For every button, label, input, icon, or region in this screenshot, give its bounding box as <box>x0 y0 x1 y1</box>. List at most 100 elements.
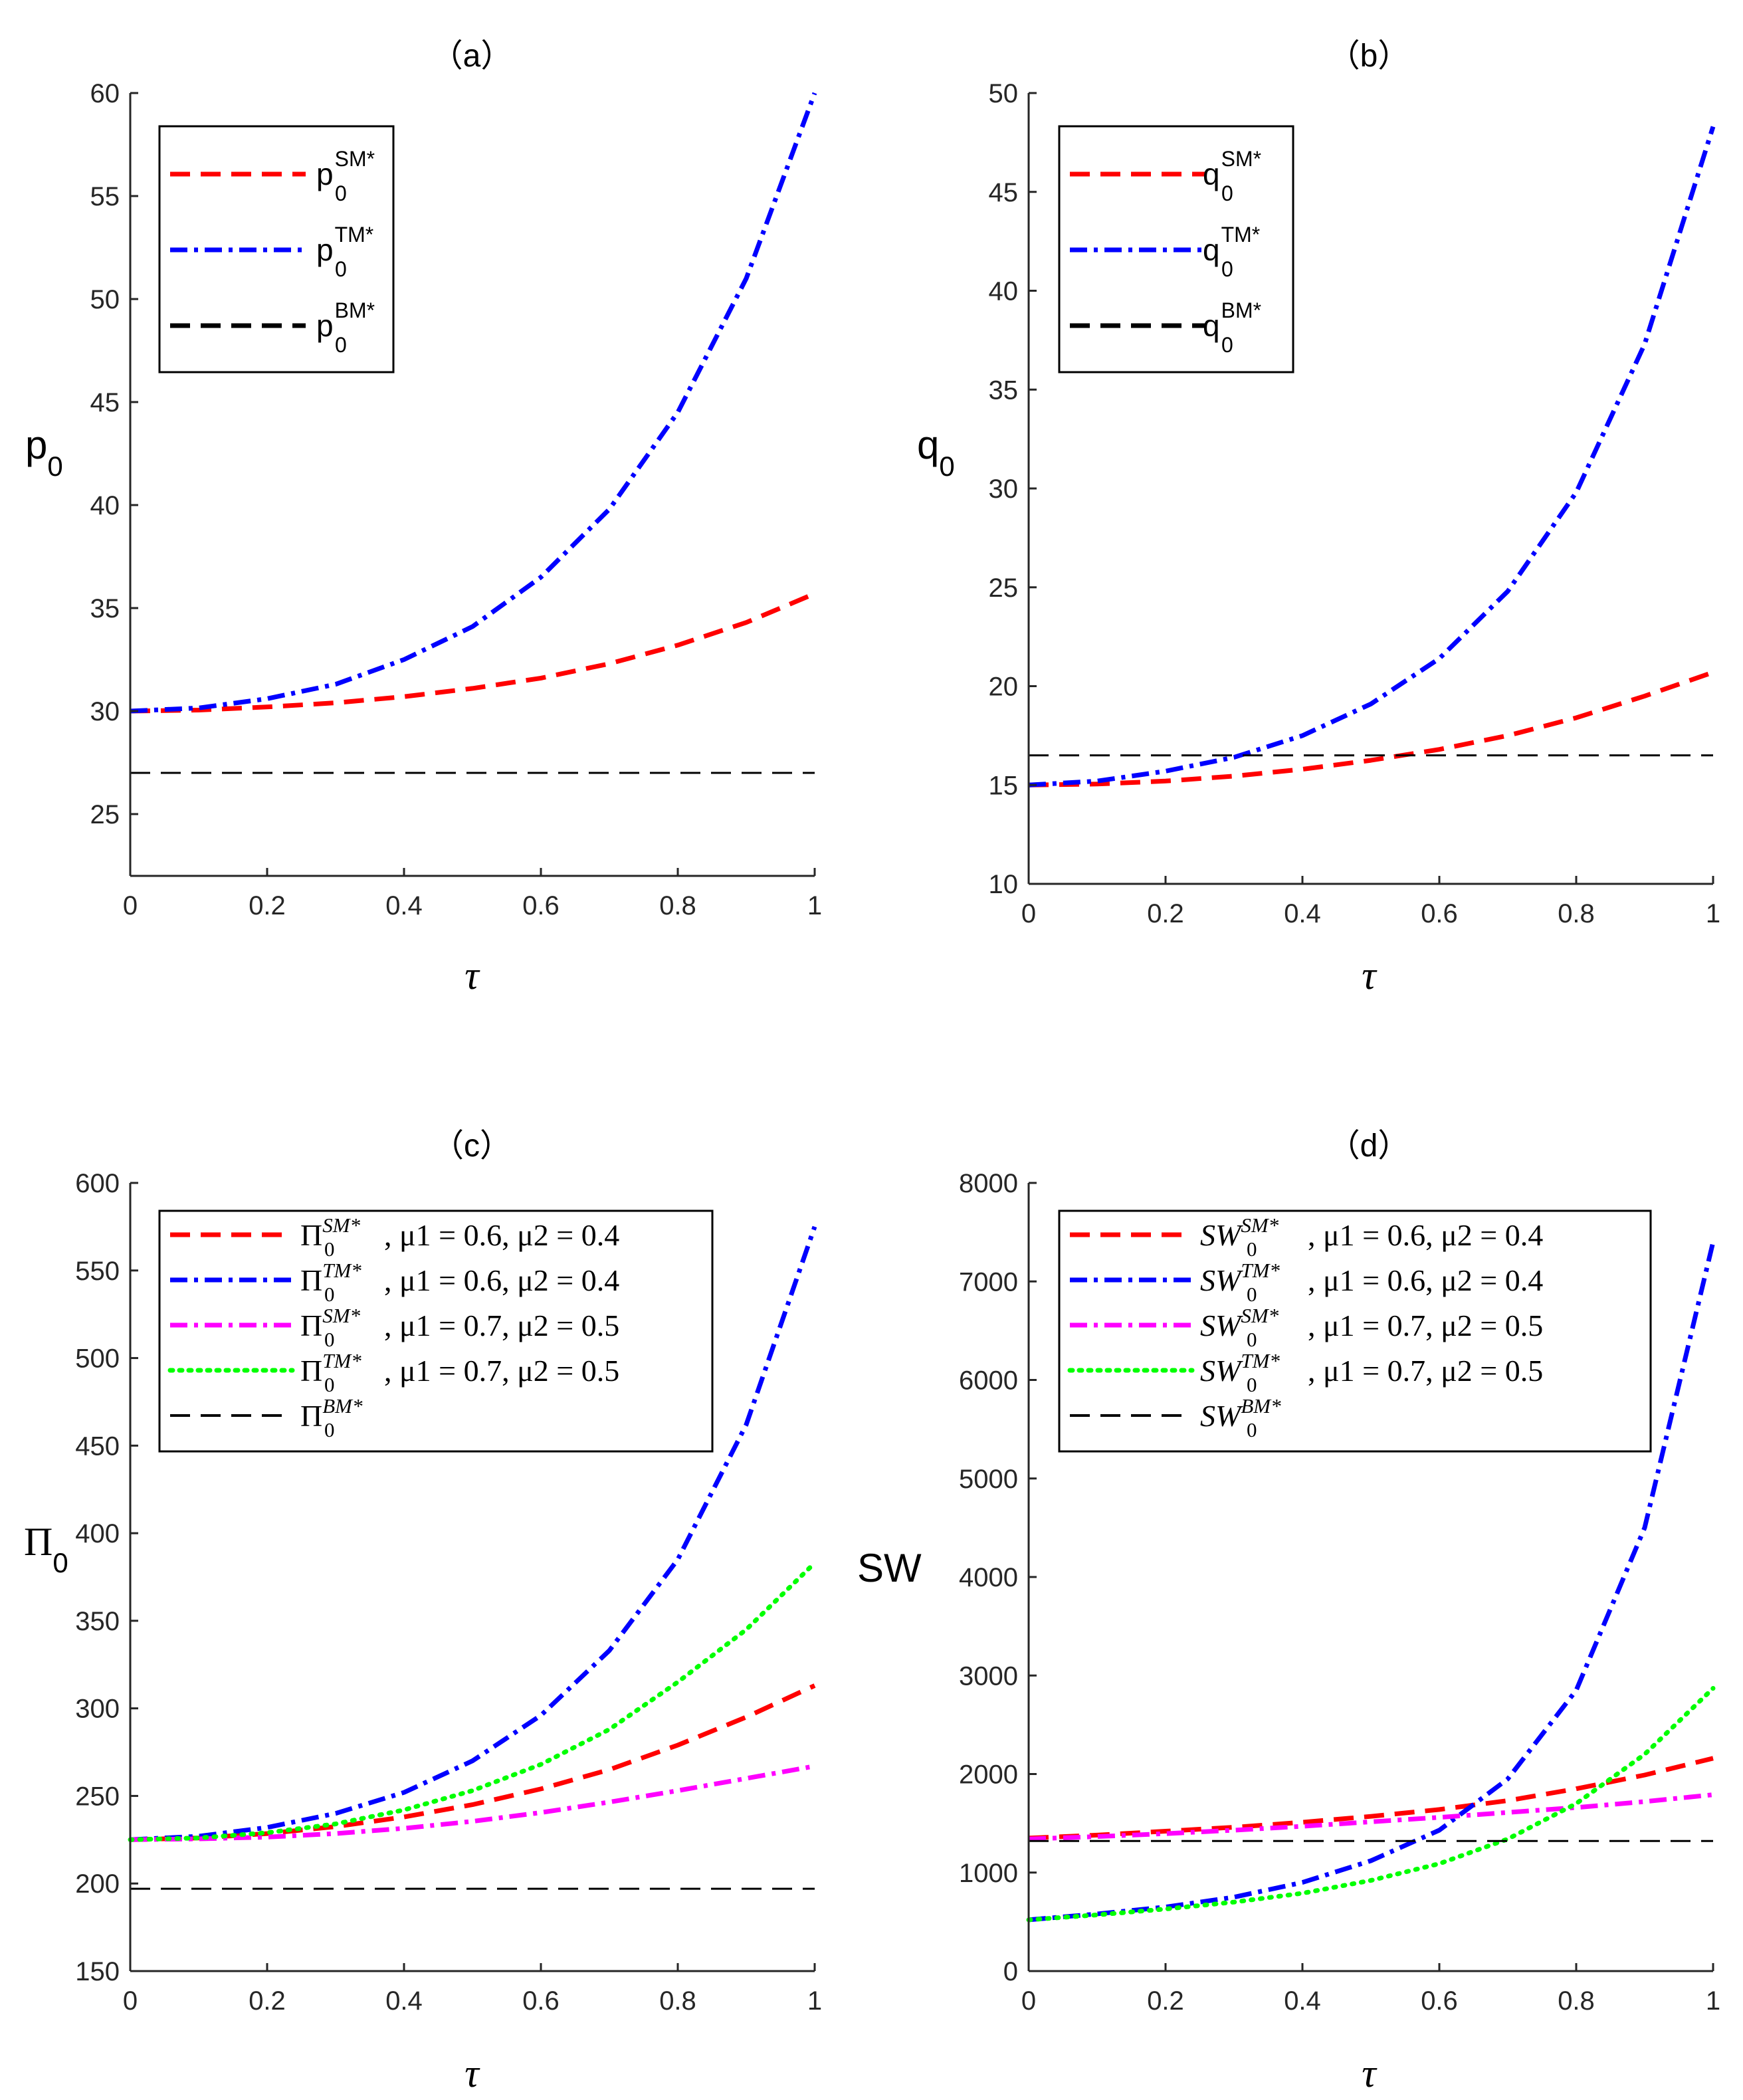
legend-base: p <box>316 308 334 343</box>
panel-b-y-tick-label: 10 <box>989 870 1019 899</box>
panel-c-legend-label-3: ΠSM* 0 , μ1 = 0.7, μ2 = 0.5 <box>300 1304 619 1351</box>
panel-b-x-tick-label: 0.4 <box>1284 899 1321 928</box>
legend-sub: 0 <box>324 1373 335 1396</box>
panel-d-y-tick-label: 7000 <box>959 1267 1018 1297</box>
panel-d-legend-label-5: SWBM* 0 <box>1200 1394 1281 1441</box>
panel-a-x-tick-label: 0.2 <box>249 891 286 920</box>
panel-c-y-tick-label: 250 <box>75 1782 120 1811</box>
legend-sup: TM* <box>335 223 374 247</box>
legend-sub: 0 <box>1247 1418 1257 1441</box>
legend-base: SW <box>1200 1218 1243 1252</box>
legend-sup: TM* <box>322 1259 361 1282</box>
panel-d-x-tick-label: 1 <box>1706 1986 1720 2016</box>
panel-b-series-1 <box>1028 670 1714 788</box>
panel-a: （a） p0 τ 0 0.2 0.4 0.6 0.8 12530354045505560 … <box>25 39 822 998</box>
panel-d-legend-label-3: SWSM* 0 , μ1 = 0.7, μ2 = 0.5 <box>1200 1304 1543 1351</box>
panel-b-plot: 0 0.2 0.4 0.6 0.8 1 10 15 20 25 30 35 40 45 50 <box>989 79 1721 928</box>
panel-b-legend: qSM* 0 qTM* 0 qBM* 0 <box>1058 125 1294 373</box>
panel-a-x-tick-label: 0.6 <box>522 891 560 920</box>
panel-b-xlabel: τ <box>1362 954 1378 998</box>
panel-c-ylabel-sub: 0 <box>52 1547 68 1578</box>
panel-d-legend-label-4: SWTM* 0 , μ1 = 0.7, μ2 = 0.5 <box>1200 1349 1543 1396</box>
legend-base: q <box>1203 157 1220 191</box>
legend-sup: BM* <box>322 1394 363 1418</box>
panel-c-legend-label-1: ΠSM* 0 , μ1 = 0.6, μ2 = 0.4 <box>300 1213 619 1261</box>
panel-c-series-2 <box>130 1225 817 1842</box>
panel-d-ylabel: SW <box>857 1546 922 1590</box>
panel-b-series-2 <box>1028 126 1716 788</box>
legend-sup: SM* <box>1241 1304 1279 1327</box>
panel-b-y-tick-label: 30 <box>989 474 1019 504</box>
legend-sub: 0 <box>324 1328 335 1351</box>
panel-b-y-tick-label: 15 <box>989 771 1019 800</box>
legend-sup: SM* <box>1241 1213 1279 1237</box>
panel-d-legend: SWSM* 0, μ1 = 0.6, μ2 = 0.4 SWTM* 0, μ1 = … <box>1058 1209 1652 1453</box>
panel-b: （b） q0 τ 0 0.2 0.4 0.6 0.8 110152025303540455… <box>917 39 1720 998</box>
legend-sup: TM* <box>322 1349 361 1372</box>
legend-sup: SM* <box>322 1213 360 1237</box>
panel-c-y-tick-label: 200 <box>75 1869 120 1899</box>
panel-d-series-3 <box>1028 1792 1714 1841</box>
panel-b-x-tick-label: 1 <box>1706 899 1720 928</box>
panel-a-y-tick-label: 30 <box>90 697 120 726</box>
legend-base: q <box>1203 308 1220 343</box>
panel-a-y-tick-label: 45 <box>90 388 120 417</box>
panel-c-x-tick-label: 0.2 <box>249 1986 286 2016</box>
panel-d-ylabel-base: SW <box>857 1546 922 1590</box>
panel-b-y-tick-label: 40 <box>989 277 1019 306</box>
panel-d-y-tick-label: 2000 <box>959 1760 1018 1790</box>
panel-d-series-1 <box>1028 1756 1714 1841</box>
panel-c-y-tick-label: 150 <box>75 1957 120 1986</box>
panel-a-legend: pSM* 0 pTM* 0 pBM* 0 <box>158 125 395 373</box>
panel-d-legend-label-2: SWTM* 0 , μ1 = 0.6, μ2 = 0.4 <box>1200 1259 1543 1306</box>
panel-a-ylabel-base: p <box>25 423 47 467</box>
legend-base: Π <box>300 1263 322 1297</box>
panel-a-y-tick-label: 40 <box>90 491 120 520</box>
legend-params: , μ1 = 0.6, μ2 = 0.4 <box>1308 1218 1543 1252</box>
panel-c-x-tick-label: 0.8 <box>659 1986 696 2016</box>
panel-d-y-tick-label: 4000 <box>959 1563 1018 1592</box>
panel-c-x-tick-label: 1 <box>807 1986 822 2016</box>
panel-c-plot: 0 0.2 0.4 0.6 0.8 1 150 200 250 300 350 400 450 500 55… <box>75 1169 822 2016</box>
panel-c-y-tick-label: 400 <box>75 1519 120 1548</box>
legend-sup: BM* <box>1221 298 1261 322</box>
panel-c-y-tick-label: 600 <box>75 1169 120 1198</box>
panel-c-x-tick-label: 0.6 <box>522 1986 560 2016</box>
panel-c-legend-box <box>158 1209 714 1453</box>
legend-base: Π <box>300 1354 322 1388</box>
legend-base: SW <box>1200 1354 1243 1388</box>
panel-d-x-tick-label: 0.6 <box>1421 1986 1458 2016</box>
panel-c: （c） Π0 τ 0 0.2 0.4 0.6 0.8 115020025030035040… <box>24 1128 822 2095</box>
panel-b-y-tick-label: 20 <box>989 673 1019 702</box>
panel-c-legend: ΠSM* 0, μ1 = 0.6, μ2 = 0.4 ΠTM* 0, μ1 = 0.… <box>158 1209 714 1453</box>
legend-params: , μ1 = 0.6, μ2 = 0.4 <box>384 1263 619 1297</box>
panel-d-y-tick-label: 1000 <box>959 1859 1018 1888</box>
panel-a-x-tick-label: 0.4 <box>385 891 423 920</box>
panel-d-y-tick-label: 5000 <box>959 1465 1018 1494</box>
legend-base: Π <box>300 1399 322 1433</box>
legend-base: Π <box>300 1218 322 1252</box>
panel-a-y-tick-label: 60 <box>90 79 120 108</box>
legend-sub: 0 <box>1247 1373 1257 1396</box>
panel-a-legend-label-bm: pBM* 0 <box>316 298 375 357</box>
panel-c-legend-label-5: ΠBM* 0 <box>300 1394 363 1441</box>
legend-sup: BM* <box>335 298 375 322</box>
panel-a-y-tick-label: 50 <box>90 285 120 314</box>
panel-a-series-2 <box>130 92 817 714</box>
legend-sup: SM* <box>1221 147 1261 171</box>
panel-b-ylabel-sub: 0 <box>939 451 954 482</box>
panel-b-legend-label-sm: qSM* 0 <box>1203 147 1261 205</box>
panel-c-series-4 <box>128 1560 817 1842</box>
panel-b-x-tick-label: 0.2 <box>1147 899 1184 928</box>
panel-b-y-tick-label: 50 <box>989 79 1019 108</box>
legend-sub: 0 <box>1221 333 1233 357</box>
legend-sub: 0 <box>1247 1283 1257 1306</box>
panel-c-ylabel-base: Π <box>24 1520 52 1564</box>
panel-a-xlabel: τ <box>464 954 480 998</box>
panel-a-y-tick-label: 25 <box>90 800 120 829</box>
panel-d-x-tick-label: 0.8 <box>1558 1986 1595 2016</box>
panel-a-y-tick-label: 35 <box>90 594 120 623</box>
legend-sup: SM* <box>335 147 375 171</box>
panel-c-y-tick-label: 500 <box>75 1344 120 1374</box>
panel-b-x-tick-label: 0 <box>1021 899 1036 928</box>
